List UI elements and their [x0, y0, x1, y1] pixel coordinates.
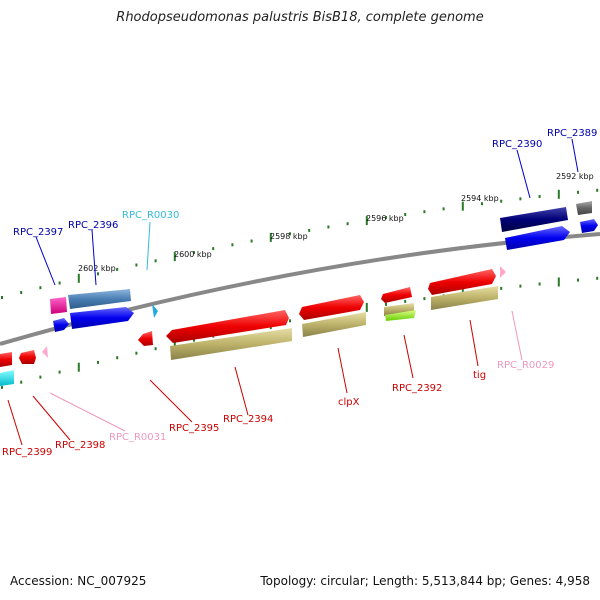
leader-RPC_2398: [32, 395, 71, 441]
scale-label-2594: 2594 kbp: [461, 194, 499, 203]
leader-RPC_R0030: [146, 221, 151, 271]
gene-clpX-olive: [302, 312, 366, 337]
scale-label-2600: 2600 kbp: [174, 250, 212, 259]
gene-RPC_2397: [50, 297, 67, 314]
label-RPC_2397: RPC_2397: [13, 227, 63, 238]
label-RPC_2392: RPC_2392: [392, 383, 442, 394]
gene-RPC_2399: [0, 352, 12, 367]
leader-RPC_2389: [571, 138, 579, 173]
genome-backbone: [0, 232, 600, 346]
gene-RPC_2399-cyan: [0, 370, 14, 386]
leader-RPC_R0029: [511, 310, 523, 361]
gene-RPC_R0031: [42, 346, 48, 358]
label-RPC_2398: RPC_2398: [55, 440, 105, 451]
label-RPC_R0030: RPC_R0030: [122, 210, 179, 221]
label-RPC_2390: RPC_2390: [492, 139, 542, 150]
label-clpX: clpX: [338, 397, 360, 408]
scale-label-2596: 2596 kbp: [366, 214, 404, 223]
gene-RPC_2390-blue: [505, 226, 570, 250]
gene-clpX: [299, 295, 364, 320]
gene-tig: [428, 269, 496, 295]
label-RPC_R0031: RPC_R0031: [109, 432, 166, 443]
gene-labels: RPC_2389 RPC_2390 RPC_R0030 RPC_2396 RPC…: [2, 128, 597, 458]
gene-RPC_2389: [576, 201, 592, 215]
label-RPC_2389: RPC_2389: [547, 128, 597, 139]
topology-text: Topology: circular; Length: 5,513,844 bp…: [260, 574, 590, 588]
leader-RPC_2390: [516, 149, 531, 199]
leader-tig: [469, 319, 479, 367]
accession-text: Accession: NC_007925: [10, 574, 147, 588]
leader-RPC_2397: [35, 236, 56, 286]
gene-RPC_2394-olive: [170, 328, 292, 360]
scale-labels: 2602 kbp 2600 kbp 2598 kbp 2596 kbp 2594…: [78, 172, 594, 273]
leader-RPC_2392: [403, 334, 414, 379]
label-RPC_2396: RPC_2396: [68, 220, 118, 231]
gene-RPC_2392-lime: [385, 310, 416, 321]
scale-label-2602: 2602 kbp: [78, 264, 116, 273]
gene-RPC_2389-blue: [580, 219, 598, 233]
scale-ticks-outer: [1, 188, 599, 299]
gene-RPC_R0029: [500, 266, 506, 278]
leader-RPC_2396: [91, 229, 97, 286]
label-RPC_2399: RPC_2399: [2, 447, 52, 458]
label-RPC_2395: RPC_2395: [169, 423, 219, 434]
leader-RPC_2394: [234, 366, 249, 416]
label-tig: tig: [473, 370, 486, 381]
leader-clpX: [337, 347, 348, 394]
leader-RPC_2399: [7, 399, 23, 446]
gene-RPC_2398: [19, 350, 36, 364]
map-title: Rhodopseudomonas palustris BisB18, compl…: [116, 10, 484, 25]
gene-RPC_2396-blue: [70, 307, 134, 329]
scale-label-2592: 2592 kbp: [556, 172, 594, 181]
gene-RPC_2395: [138, 331, 153, 346]
gene-RPC_2394: [166, 310, 289, 343]
gene-RPC_2392: [381, 287, 412, 303]
genes-outer-strand: [0, 201, 598, 386]
gene-RPC_2397-blue: [53, 318, 69, 332]
gene-RPC_R0030: [152, 304, 158, 318]
scale-label-2598: 2598 kbp: [270, 232, 308, 241]
gene-RPC_2396: [68, 289, 131, 309]
label-RPC_2394: RPC_2394: [223, 414, 273, 425]
leader-RPC_2395: [149, 379, 193, 423]
gene-tig-olive: [431, 286, 498, 310]
label-RPC_R0029: RPC_R0029: [497, 360, 554, 371]
leader-lines: [7, 138, 579, 446]
gene-RPC_2390: [500, 207, 568, 232]
leader-RPC_R0031: [49, 392, 126, 432]
